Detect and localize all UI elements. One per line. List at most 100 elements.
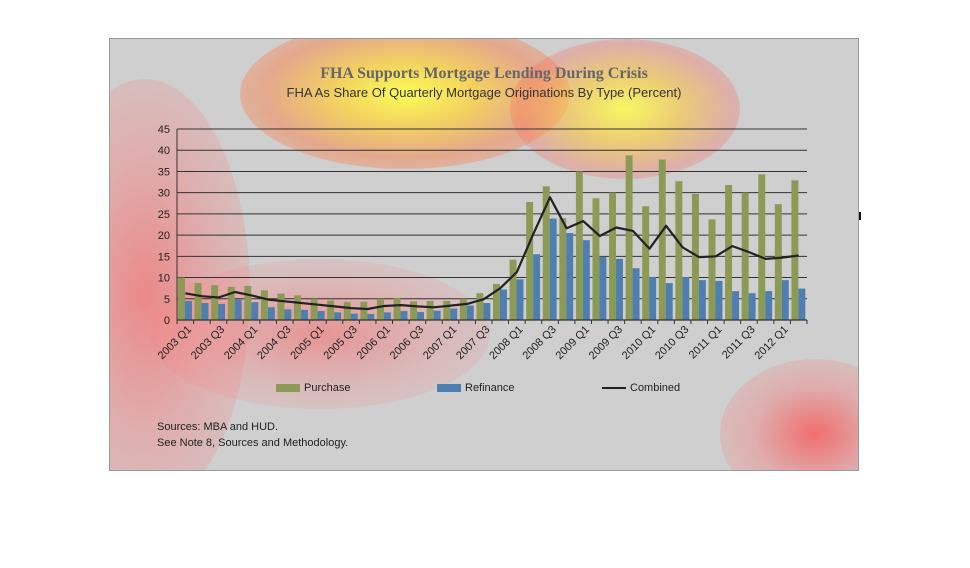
purchase-bar <box>791 180 799 320</box>
refinance-bar <box>466 305 474 320</box>
purchase-bar <box>509 259 517 320</box>
purchase-swatch <box>276 384 300 392</box>
refinance-bar <box>566 232 574 320</box>
refinance-bar <box>616 258 623 320</box>
y-tick-label: 35 <box>158 166 170 178</box>
refinance-bar <box>499 289 507 320</box>
purchase-bar <box>376 298 384 320</box>
purchase-bar <box>691 193 699 320</box>
refinance-bar <box>599 256 607 320</box>
legend-label-combined: Combined <box>630 382 681 394</box>
purchase-bar <box>725 185 733 320</box>
refinance-bar <box>682 277 690 320</box>
legend-item-refinance: Refinance <box>437 382 515 394</box>
refinance-bar <box>665 283 673 320</box>
y-tick-label: 0 <box>164 315 170 327</box>
x-tick-label: 2004 Q1 <box>222 324 260 362</box>
purchase-bar <box>758 174 766 320</box>
legend-item-combined: Combined <box>602 382 680 394</box>
sources-note: Sources: MBA and HUD. See Note 8, Source… <box>157 419 348 451</box>
refinance-bar <box>781 280 789 320</box>
x-tick-label: 2010 Q3 <box>653 324 691 362</box>
refinance-bar <box>234 299 242 320</box>
refinance-bar <box>433 310 441 320</box>
x-tick-label: 2008 Q3 <box>520 324 558 362</box>
refinance-bar <box>450 308 458 320</box>
purchase-bar <box>492 283 500 320</box>
refinance-bar <box>698 280 706 320</box>
y-tick-label: 10 <box>158 273 170 285</box>
x-tick-label: 2003 Q1 <box>156 324 194 362</box>
refinance-bar <box>582 240 590 320</box>
purchase-bar <box>260 290 268 320</box>
x-tick-label: 2004 Q3 <box>255 324 293 362</box>
purchase-bar <box>194 283 202 320</box>
refinance-bar <box>317 311 325 320</box>
refinance-bar <box>483 303 491 320</box>
refinance-bar <box>267 307 275 320</box>
purchase-bar <box>343 302 351 320</box>
legend-item-purchase: Purchase <box>276 382 350 394</box>
x-tick-label: 2009 Q1 <box>554 324 592 362</box>
refinance-bar <box>715 280 723 320</box>
refinance-bar <box>367 314 375 320</box>
x-tick-label: 2009 Q3 <box>587 324 625 362</box>
purchase-bar <box>642 206 650 320</box>
purchase-bar <box>559 218 567 320</box>
x-tick-label: 2005 Q1 <box>288 324 326 362</box>
purchase-bar <box>658 159 666 320</box>
x-tick-label: 2006 Q1 <box>355 324 393 362</box>
purchase-bar <box>426 300 434 320</box>
y-tick-label: 25 <box>158 209 170 221</box>
refinance-bar <box>284 309 292 320</box>
x-tick-label: 2006 Q3 <box>388 324 426 362</box>
refinance-bar <box>400 311 408 320</box>
purchase-bar <box>575 171 583 320</box>
purchase-bar <box>443 300 451 320</box>
refinance-bar <box>383 312 391 320</box>
purchase-bar <box>526 202 534 320</box>
x-tick-label: 2007 Q1 <box>421 324 459 362</box>
x-tick-label: 2005 Q3 <box>322 324 360 362</box>
purchase-bar <box>459 298 467 320</box>
purchase-bar <box>625 155 633 320</box>
purchase-bar <box>393 298 401 320</box>
cursor-mark <box>859 212 861 220</box>
refinance-bar <box>765 291 773 320</box>
refinance-bar <box>184 300 192 320</box>
refinance-bar <box>334 312 342 320</box>
refinance-bar <box>350 313 358 320</box>
purchase-bar <box>476 293 484 320</box>
purchase-bar <box>244 286 252 320</box>
purchase-bar <box>360 301 368 320</box>
refinance-bar <box>798 288 806 320</box>
purchase-bar <box>675 181 683 320</box>
purchase-bar <box>410 301 418 320</box>
purchase-bar <box>294 295 302 320</box>
refinance-bar <box>649 277 657 320</box>
purchase-bar <box>592 198 600 320</box>
legend-label-refinance: Refinance <box>465 382 515 394</box>
refinance-bar <box>301 309 308 320</box>
purchase-bar <box>542 186 550 320</box>
purchase-bar <box>277 293 285 320</box>
purchase-bar <box>227 286 235 320</box>
y-tick-label: 20 <box>158 230 170 242</box>
methodology-line: See Note 8, Sources and Methodology. <box>157 437 349 449</box>
chart-subtitle: FHA As Share Of Quarterly Mortgage Origi… <box>286 85 682 100</box>
refinance-bar <box>632 268 640 320</box>
y-tick-label: 5 <box>164 294 170 306</box>
x-tick-label: 2007 Q3 <box>454 324 492 362</box>
refinance-bar <box>417 311 425 320</box>
chart-container: FHA Supports Mortgage Lending During Cri… <box>109 38 859 471</box>
purchase-bar <box>327 300 335 320</box>
refinance-bar <box>251 302 259 320</box>
combined-line <box>185 196 799 311</box>
refinance-bar <box>218 303 226 320</box>
refinance-bar <box>549 218 557 320</box>
legend-label-purchase: Purchase <box>304 382 351 394</box>
x-tick-label: 2010 Q1 <box>620 324 658 362</box>
purchase-bar <box>774 204 782 320</box>
chart-title: FHA Supports Mortgage Lending During Cri… <box>320 65 648 82</box>
